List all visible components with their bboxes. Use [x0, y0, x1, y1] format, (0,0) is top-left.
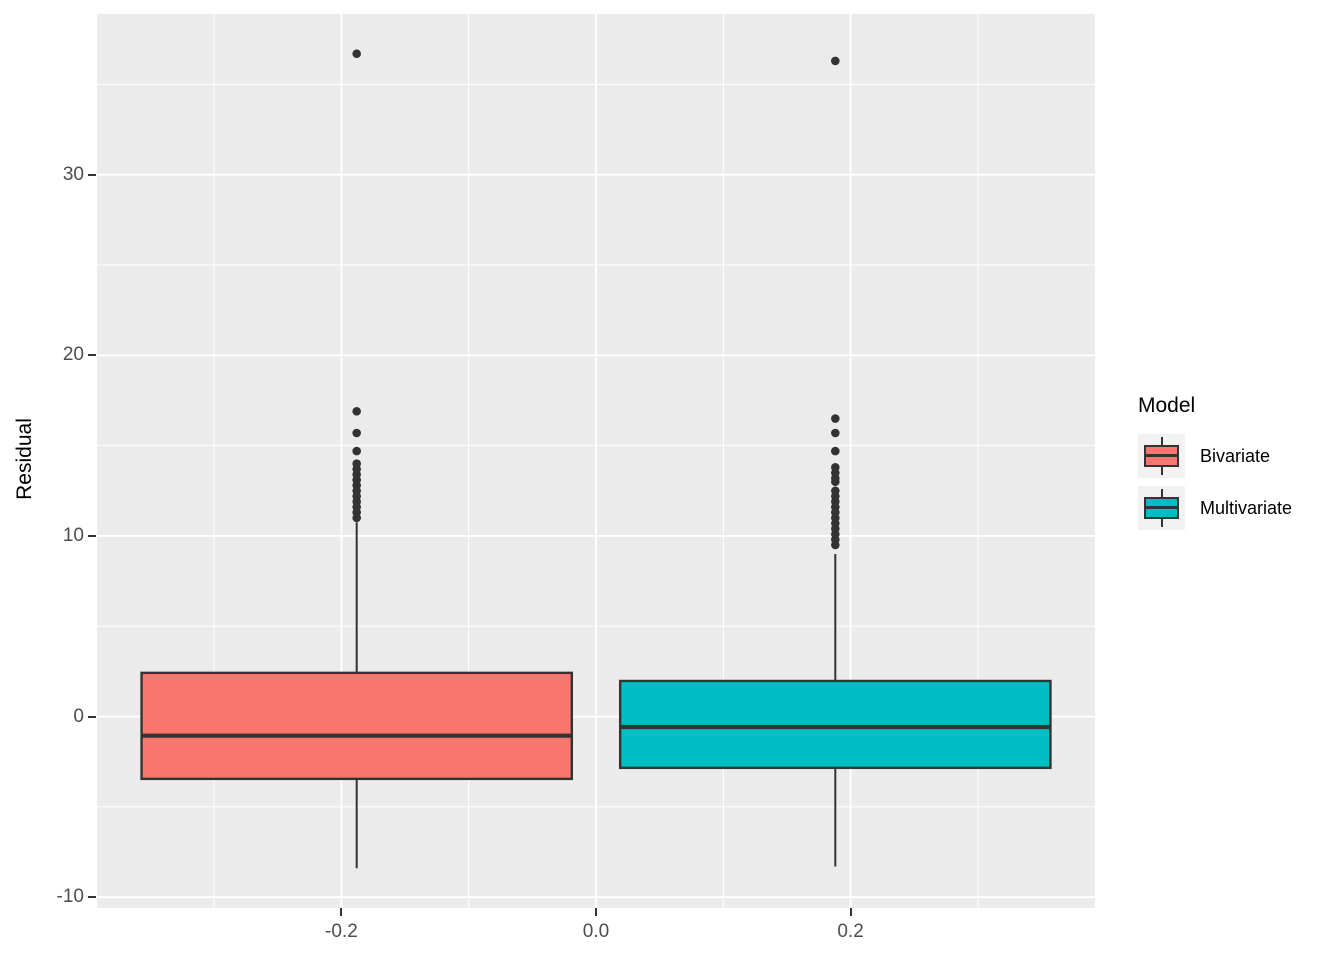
y-axis-tick-label: 0 [73, 705, 84, 727]
outlier-point-multivariate [831, 56, 840, 66]
plot-panel [97, 14, 1095, 908]
box-bivariate [140, 671, 574, 781]
y-axis-tick-mark [88, 715, 96, 718]
key-median-line [1146, 506, 1177, 509]
y-axis-tick-mark [88, 354, 96, 357]
y-axis-tick-label: 20 [62, 344, 84, 366]
legend-item-bivariate: Bivariate [1138, 434, 1292, 478]
legend-title: Model [1138, 394, 1196, 417]
legend-items: Bivariate Multivariate [1138, 434, 1292, 530]
y-axis-title: Residual [13, 418, 36, 500]
outlier-point-bivariate [352, 446, 361, 456]
legend-label-multivariate: Multivariate [1200, 497, 1293, 518]
outlier-point-multivariate [831, 477, 840, 487]
y-axis-tick-mark [88, 896, 96, 899]
x-axis-tick-label: 0.0 [582, 921, 610, 942]
outlier-point-bivariate [352, 428, 361, 438]
y-axis-tick-mark [88, 534, 96, 537]
x-axis-tick-mark [595, 908, 597, 916]
legend-item-multivariate: Multivariate [1138, 486, 1292, 530]
outlier-point-bivariate [352, 49, 361, 59]
outlier-point-multivariate [831, 428, 840, 438]
outlier-point-bivariate [352, 513, 361, 523]
key-median-line [1146, 454, 1177, 457]
plot-area [97, 14, 1095, 908]
legend: Model Bivariate Multivariate [1138, 394, 1292, 538]
box-multivariate [618, 679, 1052, 770]
y-axis-tick-label: 10 [62, 524, 84, 546]
boxplot-key-glyph-bivariate [1138, 434, 1185, 478]
y-axis-tick-label: -10 [56, 886, 84, 908]
legend-label-bivariate: Bivariate [1200, 445, 1271, 466]
x-axis-tick-mark [340, 908, 343, 916]
outlier-point-bivariate [352, 407, 361, 416]
x-axis-tick-label: 0.2 [837, 921, 864, 942]
x-axis-tick-mark [849, 908, 852, 916]
y-axis-tick-label: 30 [62, 163, 84, 185]
y-axis-tick-mark [88, 173, 96, 176]
boxplot-key-glyph-multivariate [1138, 486, 1185, 530]
outlier-point-multivariate [831, 540, 840, 550]
outlier-point-multivariate [831, 414, 840, 423]
x-axis-tick-label: -0.2 [325, 921, 358, 942]
outlier-point-multivariate [831, 446, 840, 456]
